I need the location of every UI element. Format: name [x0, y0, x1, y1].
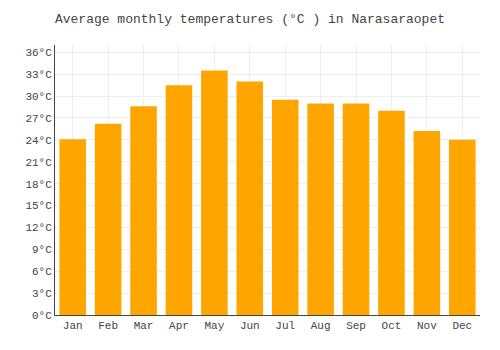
- svg-text:9°C: 9°C: [32, 244, 52, 256]
- svg-text:Jan: Jan: [63, 320, 83, 332]
- svg-text:30°C: 30°C: [25, 91, 52, 103]
- svg-text:6°C: 6°C: [32, 266, 52, 278]
- svg-text:33°C: 33°C: [25, 69, 52, 81]
- svg-text:21°C: 21°C: [25, 157, 52, 169]
- svg-text:Dec: Dec: [452, 320, 472, 332]
- svg-text:12°C: 12°C: [25, 222, 52, 234]
- svg-text:Jul: Jul: [275, 320, 295, 332]
- svg-text:24°C: 24°C: [25, 135, 52, 147]
- svg-text:May: May: [204, 320, 224, 332]
- svg-text:Sep: Sep: [346, 320, 366, 332]
- svg-text:3°C: 3°C: [32, 288, 52, 300]
- svg-text:18°C: 18°C: [25, 179, 52, 191]
- svg-text:Jun: Jun: [240, 320, 260, 332]
- svg-text:27°C: 27°C: [25, 113, 52, 125]
- svg-text:36°C: 36°C: [25, 47, 52, 59]
- svg-text:Mar: Mar: [134, 320, 154, 332]
- svg-text:Aug: Aug: [311, 320, 331, 332]
- svg-text:Nov: Nov: [417, 320, 437, 332]
- svg-text:Oct: Oct: [382, 320, 402, 332]
- svg-text:Feb: Feb: [98, 320, 118, 332]
- svg-text:Apr: Apr: [169, 320, 189, 332]
- svg-text:15°C: 15°C: [25, 200, 52, 212]
- svg-text:0°C: 0°C: [32, 310, 52, 322]
- svg-text:Average monthly temperatures (: Average monthly temperatures (°C ) in Na…: [55, 12, 445, 27]
